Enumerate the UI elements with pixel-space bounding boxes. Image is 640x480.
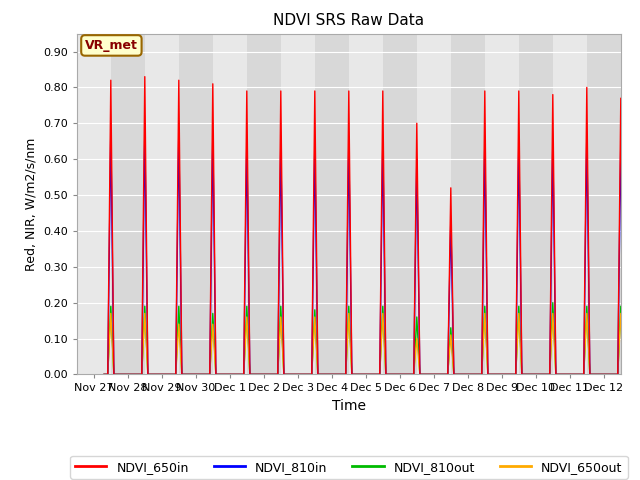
NDVI_810out [100, 372, 108, 377]
Bar [417, 34, 451, 374]
NDVI_810out [416, 372, 424, 377]
Bar [383, 34, 417, 374]
Bar [519, 34, 553, 374]
NDVI_810out [454, 372, 461, 377]
Y-axis label: Red, NIR, W/m2/s/nm: Red, NIR, W/m2/s/nm [24, 137, 38, 271]
Bar [145, 34, 179, 374]
NDVI_650out [107, 311, 115, 316]
NDVI_650out [420, 372, 428, 377]
NDVI_650out [416, 372, 424, 377]
NDVI_650in [624, 372, 632, 377]
NDVI_810in [416, 372, 424, 377]
Title: NDVI SRS Raw Data: NDVI SRS Raw Data [273, 13, 424, 28]
Bar [315, 34, 349, 374]
NDVI_810out [580, 372, 588, 377]
NDVI_810in [107, 128, 115, 133]
NDVI_810out [338, 372, 346, 377]
Text: VR_met: VR_met [85, 39, 138, 52]
NDVI_810in [624, 372, 632, 377]
NDVI_810out [549, 300, 557, 306]
NDVI_810in [474, 372, 482, 377]
Bar [553, 34, 587, 374]
X-axis label: Time: Time [332, 399, 366, 413]
NDVI_650in [420, 372, 428, 377]
Bar [77, 34, 111, 374]
NDVI_650out [342, 372, 349, 377]
Bar [451, 34, 485, 374]
NDVI_650in [100, 372, 108, 377]
Bar [587, 34, 621, 374]
NDVI_650out [447, 332, 454, 338]
NDVI_650in [447, 185, 454, 191]
Bar [179, 34, 212, 374]
NDVI_650out [474, 372, 482, 377]
NDVI_810in [342, 372, 349, 377]
Line: NDVI_650out: NDVI_650out [104, 313, 628, 374]
NDVI_650in [580, 372, 588, 377]
Bar [485, 34, 519, 374]
NDVI_810in [100, 372, 108, 377]
NDVI_810out [413, 314, 420, 320]
Bar [349, 34, 383, 374]
Bar [281, 34, 315, 374]
Bar [111, 34, 145, 374]
NDVI_650in [342, 372, 349, 377]
Line: NDVI_810out: NDVI_810out [104, 303, 628, 374]
NDVI_650in [474, 372, 482, 377]
NDVI_650out [100, 372, 108, 377]
Bar [247, 34, 281, 374]
NDVI_650in [416, 372, 424, 377]
Legend: NDVI_650in, NDVI_810in, NDVI_810out, NDVI_650out: NDVI_650in, NDVI_810in, NDVI_810out, NDV… [70, 456, 628, 479]
NDVI_810out [624, 372, 632, 377]
Line: NDVI_810in: NDVI_810in [104, 131, 628, 374]
NDVI_650in [141, 74, 148, 80]
NDVI_810in [580, 372, 588, 377]
NDVI_650out [580, 372, 588, 377]
Line: NDVI_650in: NDVI_650in [104, 77, 628, 374]
NDVI_810out [444, 372, 452, 377]
NDVI_650out [624, 372, 632, 377]
NDVI_810in [447, 217, 454, 223]
NDVI_810in [420, 372, 428, 377]
Bar [212, 34, 247, 374]
